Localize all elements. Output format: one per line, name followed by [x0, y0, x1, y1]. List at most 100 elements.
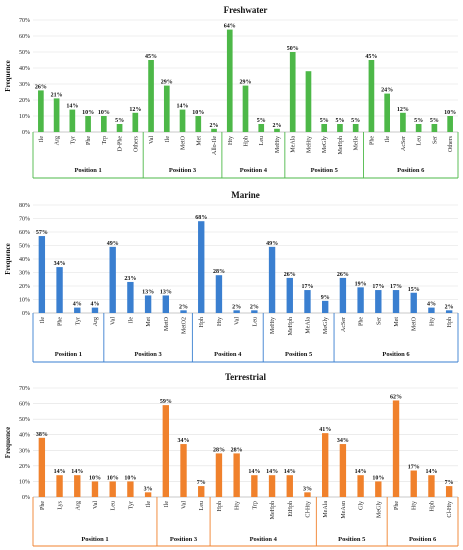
bar — [74, 307, 81, 313]
bar — [242, 85, 249, 132]
category-label: Arg — [55, 136, 61, 145]
y-tick-label: 80% — [19, 203, 30, 209]
category-label: Leu — [252, 317, 258, 326]
category-label: Val — [93, 501, 99, 509]
y-tick-label: 60% — [19, 402, 30, 408]
data-label: 57% — [36, 230, 48, 236]
data-label: 17% — [372, 284, 384, 290]
bar — [352, 124, 359, 132]
data-label: 15% — [408, 287, 420, 293]
category-label: Leu — [259, 136, 265, 145]
category-label: AcSer — [341, 317, 347, 332]
category-label: MeIle — [354, 136, 360, 151]
bar — [127, 281, 134, 313]
category-label: MeHph — [338, 136, 344, 154]
y-tick-label: 10% — [19, 479, 30, 485]
category-label: MeAla — [323, 501, 329, 518]
bar — [56, 267, 63, 313]
category-label: MetO2 — [182, 317, 188, 334]
category-label: Tyr — [75, 317, 81, 325]
category-label: MeGly — [323, 317, 329, 334]
y-tick-label: 20% — [19, 284, 30, 290]
category-label: Leu — [417, 136, 423, 145]
data-label: 45% — [365, 54, 377, 60]
y-tick-label: 10% — [19, 298, 30, 304]
category-label: Arg — [75, 501, 81, 510]
bar — [233, 310, 240, 313]
data-label: 10% — [89, 475, 101, 481]
bar — [289, 52, 296, 132]
bar — [180, 444, 187, 497]
data-label: 34% — [178, 438, 190, 444]
data-label: 26% — [337, 272, 349, 278]
bar — [392, 400, 400, 497]
group-label: Position 1 — [81, 536, 108, 543]
bar — [144, 492, 152, 497]
category-label: MetO — [164, 316, 170, 331]
data-label: 10% — [124, 475, 136, 481]
data-label: 12% — [397, 107, 409, 113]
bar — [180, 310, 187, 313]
data-label: 21% — [51, 92, 63, 98]
group-label: Position 4 — [240, 167, 268, 174]
y-tick-label: 20% — [19, 98, 30, 104]
group-label: Position 5 — [311, 167, 339, 174]
y-axis-label: Frequence — [4, 60, 12, 91]
data-label: 19% — [355, 281, 367, 287]
y-tick-label: 60% — [19, 34, 30, 40]
bar — [415, 124, 422, 132]
group-label: Position 4 — [214, 351, 242, 358]
bar — [38, 90, 44, 132]
category-label: Hph — [429, 501, 435, 511]
category-label: Ile — [128, 317, 134, 324]
data-label: 59% — [160, 399, 172, 405]
data-label: 2% — [210, 123, 219, 129]
category-label: AcSer — [401, 136, 407, 151]
data-label: 14% — [248, 469, 260, 475]
bar — [447, 116, 453, 132]
data-label: 29% — [240, 80, 252, 86]
bar — [91, 481, 99, 497]
bar — [357, 287, 364, 313]
bar — [286, 475, 293, 497]
bar — [368, 60, 375, 132]
bar — [268, 246, 276, 313]
y-tick-label: 40% — [19, 257, 30, 263]
bar — [38, 437, 46, 497]
category-label: EtHph — [288, 501, 294, 517]
bar — [162, 405, 169, 497]
bar — [357, 475, 364, 497]
category-label: Ile — [164, 501, 170, 508]
data-label: 9% — [321, 295, 330, 301]
y-tick-label: 70% — [19, 18, 30, 24]
bar — [251, 475, 258, 497]
data-label: 2% — [232, 304, 241, 310]
group-label: Position 3 — [134, 351, 162, 358]
data-label: 14% — [177, 104, 189, 110]
group-label: Position 4 — [250, 536, 278, 543]
data-label: 38% — [36, 432, 48, 438]
bar — [286, 277, 293, 313]
category-label: Leu — [199, 501, 205, 510]
category-label: Hph — [217, 501, 223, 511]
bar — [74, 475, 81, 497]
category-label: Met — [196, 136, 202, 146]
bar — [198, 486, 205, 497]
bar — [109, 246, 116, 313]
category-label: Leu — [111, 501, 117, 510]
category-label: MeGly — [376, 501, 382, 518]
category-label: MeGly — [322, 136, 328, 153]
data-label: 4% — [73, 302, 82, 308]
data-label: 28% — [213, 447, 225, 453]
data-label: 49% — [266, 241, 278, 247]
data-label: 2% — [272, 123, 281, 129]
chart-title: Marine — [231, 190, 260, 200]
category-label: Ile — [39, 136, 45, 143]
category-label: Hph — [447, 317, 453, 327]
category-label: Val — [149, 136, 155, 144]
y-tick-label: 0% — [22, 495, 30, 501]
data-label: 49% — [107, 241, 119, 247]
category-label: Phe — [86, 136, 92, 145]
data-label: 14% — [54, 469, 66, 475]
category-label: MeAla — [305, 317, 311, 334]
